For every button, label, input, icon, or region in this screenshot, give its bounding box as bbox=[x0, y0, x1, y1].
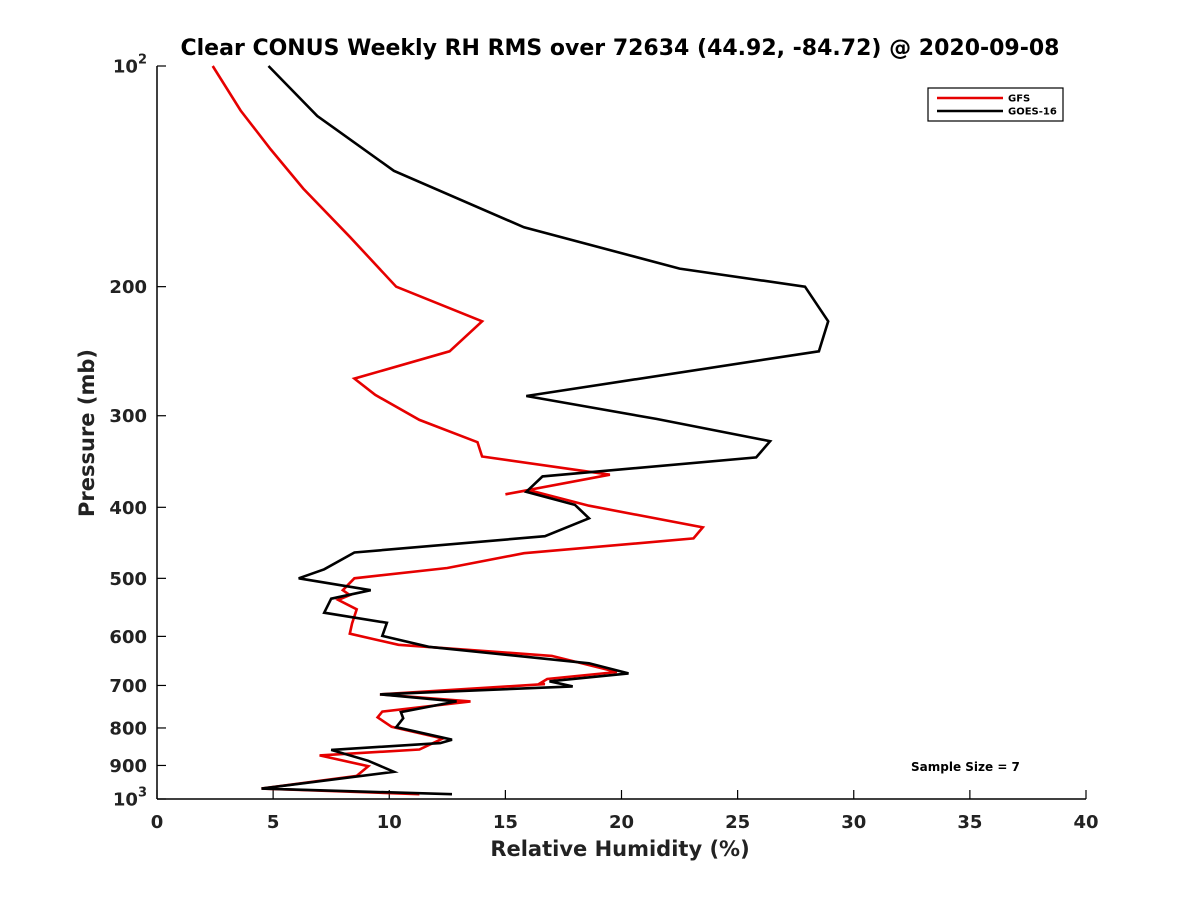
y-tick-label: 900 bbox=[109, 756, 147, 777]
series-layer bbox=[211, 65, 830, 796]
y-tick-label: 700 bbox=[109, 676, 147, 697]
sample-size-annotation: Sample Size = 7 bbox=[911, 760, 1020, 774]
legend-label-goes-16: GOES-16 bbox=[1008, 107, 1057, 118]
y-tick-label: 300 bbox=[109, 406, 147, 427]
y-tick-exponent: 3 bbox=[138, 786, 147, 801]
legend-label-gfs: GFS bbox=[1008, 94, 1030, 105]
x-tick-label: 10 bbox=[377, 812, 402, 833]
y-tick-label: 600 bbox=[109, 627, 147, 648]
y-tick-exponent: 2 bbox=[138, 53, 147, 68]
x-tick-label: 0 bbox=[151, 812, 164, 833]
y-tick-label: 103 bbox=[113, 786, 147, 811]
x-axis-ticks: 0 5 10 15 20 25 30 35 40 bbox=[151, 790, 1099, 833]
y-axis-label: Pressure (mb) bbox=[75, 349, 99, 517]
chart-title: Clear CONUS Weekly RH RMS over 72634 (44… bbox=[181, 36, 1060, 61]
y-tick-base: 10 bbox=[113, 57, 138, 78]
y-tick-label: 400 bbox=[109, 498, 147, 519]
y-tick-label: 200 bbox=[109, 277, 147, 298]
legend: GFS GOES-16 bbox=[927, 87, 1064, 122]
series-line-gfs bbox=[211, 65, 706, 796]
x-axis-label: Relative Humidity (%) bbox=[490, 837, 749, 861]
y-tick-label: 102 bbox=[113, 53, 147, 78]
series-line-goes-16 bbox=[261, 65, 830, 796]
legend-box bbox=[927, 87, 1064, 122]
y-tick-base: 10 bbox=[113, 790, 138, 811]
x-tick-label: 5 bbox=[267, 812, 280, 833]
x-tick-label: 30 bbox=[841, 812, 866, 833]
y-tick-label: 800 bbox=[109, 718, 147, 739]
x-tick-label: 15 bbox=[493, 812, 518, 833]
x-tick-label: 40 bbox=[1073, 812, 1098, 833]
y-tick-label: 500 bbox=[109, 569, 147, 590]
x-tick-label: 20 bbox=[609, 812, 634, 833]
x-tick-label: 25 bbox=[725, 812, 750, 833]
x-tick-label: 35 bbox=[957, 812, 982, 833]
